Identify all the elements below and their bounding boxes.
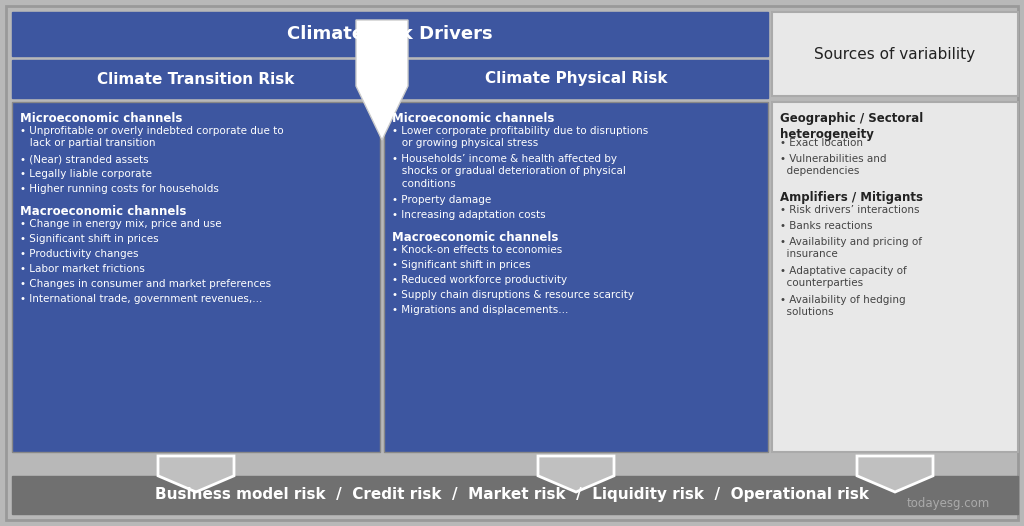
Text: • Changes in consumer and market preferences: • Changes in consumer and market prefere… bbox=[20, 279, 271, 289]
Text: • Banks reactions: • Banks reactions bbox=[780, 221, 872, 231]
Polygon shape bbox=[158, 456, 234, 492]
Text: • Increasing adaptation costs: • Increasing adaptation costs bbox=[392, 210, 546, 220]
Text: • Availability and pricing of
  insurance: • Availability and pricing of insurance bbox=[780, 237, 922, 259]
Bar bbox=[12, 60, 380, 98]
Text: Amplifiers / Mitigants: Amplifiers / Mitigants bbox=[780, 191, 923, 204]
Text: • Unprofitable or overly indebted corporate due to
   lack or partial transition: • Unprofitable or overly indebted corpor… bbox=[20, 126, 284, 148]
Text: • Adaptative capacity of
  counterparties: • Adaptative capacity of counterparties bbox=[780, 266, 906, 288]
Text: • Labor market frictions: • Labor market frictions bbox=[20, 264, 144, 274]
Text: • Risk drivers’ interactions: • Risk drivers’ interactions bbox=[780, 205, 920, 215]
Polygon shape bbox=[356, 20, 408, 140]
Text: • Migrations and displacements...: • Migrations and displacements... bbox=[392, 305, 568, 315]
Text: • Legally liable corporate: • Legally liable corporate bbox=[20, 169, 152, 179]
Bar bbox=[12, 12, 768, 56]
Polygon shape bbox=[538, 456, 614, 492]
Text: • Significant shift in prices: • Significant shift in prices bbox=[20, 234, 159, 244]
Text: • Vulnerabilities and
  dependencies: • Vulnerabilities and dependencies bbox=[780, 154, 887, 176]
Bar bbox=[772, 12, 1018, 96]
Text: Microeconomic channels: Microeconomic channels bbox=[392, 112, 554, 125]
Text: • (Near) stranded assets: • (Near) stranded assets bbox=[20, 154, 148, 164]
Text: • Exact location: • Exact location bbox=[780, 138, 863, 148]
Text: Climate Risk Drivers: Climate Risk Drivers bbox=[287, 25, 493, 43]
Text: Macroeconomic channels: Macroeconomic channels bbox=[392, 231, 558, 244]
Text: • Significant shift in prices: • Significant shift in prices bbox=[392, 260, 530, 270]
Text: Geographic / Sectoral
heterogeneity: Geographic / Sectoral heterogeneity bbox=[780, 112, 924, 141]
Text: • Lower corporate profitability due to disruptions
   or growing physical stress: • Lower corporate profitability due to d… bbox=[392, 126, 648, 148]
Bar bbox=[772, 102, 1018, 452]
Text: Microeconomic channels: Microeconomic channels bbox=[20, 112, 182, 125]
Text: • Productivity changes: • Productivity changes bbox=[20, 249, 138, 259]
Text: • Property damage: • Property damage bbox=[392, 195, 492, 205]
Bar bbox=[384, 102, 768, 452]
Bar bbox=[384, 60, 768, 98]
Text: Macroeconomic channels: Macroeconomic channels bbox=[20, 205, 186, 218]
Text: Business model risk  /  Credit risk  /  Market risk  /  Liquidity risk  /  Opera: Business model risk / Credit risk / Mark… bbox=[155, 488, 869, 502]
Text: Climate Physical Risk: Climate Physical Risk bbox=[484, 72, 668, 86]
Text: • Higher running costs for households: • Higher running costs for households bbox=[20, 184, 219, 194]
Text: todayesg.com: todayesg.com bbox=[906, 497, 990, 510]
Text: • International trade, government revenues,...: • International trade, government revenu… bbox=[20, 294, 262, 304]
Text: • Knock-on effects to economies: • Knock-on effects to economies bbox=[392, 245, 562, 255]
Text: • Availability of hedging
  solutions: • Availability of hedging solutions bbox=[780, 295, 905, 317]
Bar bbox=[12, 476, 1018, 514]
Text: • Change in energy mix, price and use: • Change in energy mix, price and use bbox=[20, 219, 221, 229]
Text: • Households’ income & health affected by
   shocks or gradual deterioration of : • Households’ income & health affected b… bbox=[392, 154, 626, 189]
Text: Sources of variability: Sources of variability bbox=[814, 46, 976, 62]
Bar bbox=[12, 102, 380, 452]
Text: Climate Transition Risk: Climate Transition Risk bbox=[97, 72, 295, 86]
Polygon shape bbox=[857, 456, 933, 492]
Text: • Supply chain disruptions & resource scarcity: • Supply chain disruptions & resource sc… bbox=[392, 290, 634, 300]
Text: • Reduced workforce productivity: • Reduced workforce productivity bbox=[392, 275, 567, 285]
